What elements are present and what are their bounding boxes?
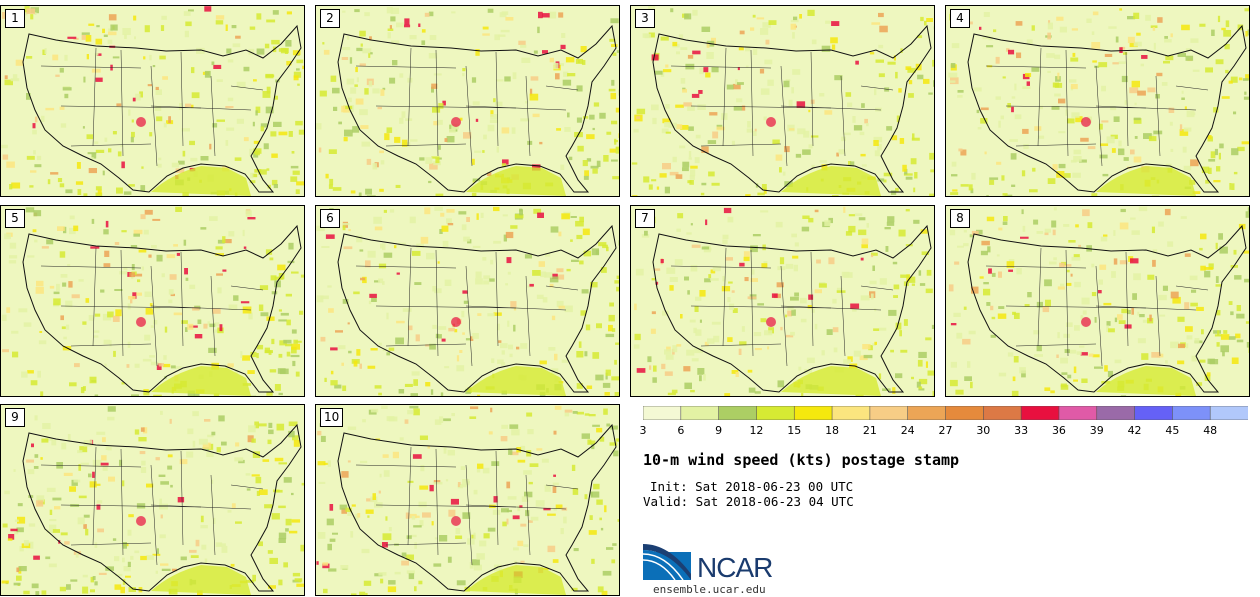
- member-panel-10: 10: [315, 404, 620, 596]
- colorbar-tick-label: 27: [938, 424, 953, 437]
- colorbar-swatch: [718, 406, 758, 420]
- init-time: Init: Sat 2018-06-23 00 UTC: [650, 479, 854, 494]
- member-label: 8: [950, 209, 970, 228]
- member-label: 5: [5, 209, 25, 228]
- colorbar-swatch: [831, 406, 871, 420]
- colorbar-tick-label: 30: [976, 424, 991, 437]
- site-url: ensemble.ucar.edu: [653, 583, 766, 596]
- wind-field-map: [946, 206, 1249, 396]
- member-label: 7: [635, 209, 655, 228]
- colorbar-swatch: [1096, 406, 1136, 420]
- colorbar-tick-label: 45: [1165, 424, 1180, 437]
- wind-field-map: [631, 206, 934, 396]
- member-panel-1: 1: [0, 5, 305, 197]
- colorbar-swatch: [643, 406, 682, 420]
- member-label: 4: [950, 9, 970, 28]
- member-panel-6: 6: [315, 205, 620, 397]
- colorbar-tick-label: 15: [787, 424, 802, 437]
- colorbar-tick-label: 21: [862, 424, 877, 437]
- colorbar-swatch: [1209, 406, 1248, 420]
- wind-speed-colorbar: [643, 406, 1248, 420]
- colorbar-swatch: [983, 406, 1022, 420]
- wind-field-map: [316, 405, 619, 595]
- colorbar-tick-label: 33: [1014, 424, 1029, 437]
- wind-field-map: [1, 206, 304, 396]
- colorbar-swatch: [1172, 406, 1211, 420]
- colorbar-tick-label: 3: [639, 424, 647, 437]
- member-label: 9: [5, 408, 25, 427]
- colorbar-tick-label: 12: [749, 424, 764, 437]
- colorbar-swatch: [1058, 406, 1098, 420]
- colorbar-swatch: [1020, 406, 1060, 420]
- valid-time: Valid: Sat 2018-06-23 04 UTC: [643, 494, 854, 509]
- wind-field-map: [316, 206, 619, 396]
- plot-title: 10-m wind speed (kts) postage stamp: [643, 451, 960, 469]
- member-panel-4: 4: [945, 5, 1250, 197]
- colorbar-tick-label: 6: [677, 424, 685, 437]
- colorbar-tick-label: 9: [715, 424, 723, 437]
- colorbar-swatch: [793, 406, 833, 420]
- member-panel-9: 9: [0, 404, 305, 596]
- colorbar-swatch: [756, 406, 796, 420]
- wind-field-map: [946, 6, 1249, 196]
- colorbar-swatch: [1134, 406, 1174, 420]
- colorbar-tick-label: 39: [1089, 424, 1104, 437]
- member-panel-5: 5: [0, 205, 305, 397]
- member-label: 6: [320, 209, 340, 228]
- member-label: 3: [635, 9, 655, 28]
- colorbar-tick-label: 42: [1127, 424, 1142, 437]
- member-panel-2: 2: [315, 5, 620, 197]
- member-panel-7: 7: [630, 205, 935, 397]
- wind-field-map: [1, 405, 304, 595]
- colorbar-tick-label: 24: [900, 424, 915, 437]
- ncar-logo-text: NCAR: [697, 552, 773, 583]
- member-label: 10: [320, 408, 344, 427]
- colorbar-tick-label: 36: [1051, 424, 1066, 437]
- colorbar-swatch: [680, 406, 720, 420]
- colorbar-swatch: [907, 406, 947, 420]
- colorbar-tick-label: 18: [825, 424, 840, 437]
- wind-field-map: [1, 6, 304, 196]
- member-label: 1: [5, 9, 25, 28]
- colorbar-swatch: [869, 406, 909, 420]
- ncar-logo-icon: [643, 544, 691, 580]
- colorbar-tick-label: 48: [1203, 424, 1218, 437]
- member-panel-8: 8: [945, 205, 1250, 397]
- wind-field-map: [631, 6, 934, 196]
- member-label: 2: [320, 9, 340, 28]
- wind-field-map: [316, 6, 619, 196]
- member-panel-3: 3: [630, 5, 935, 197]
- colorbar-swatch: [945, 406, 985, 420]
